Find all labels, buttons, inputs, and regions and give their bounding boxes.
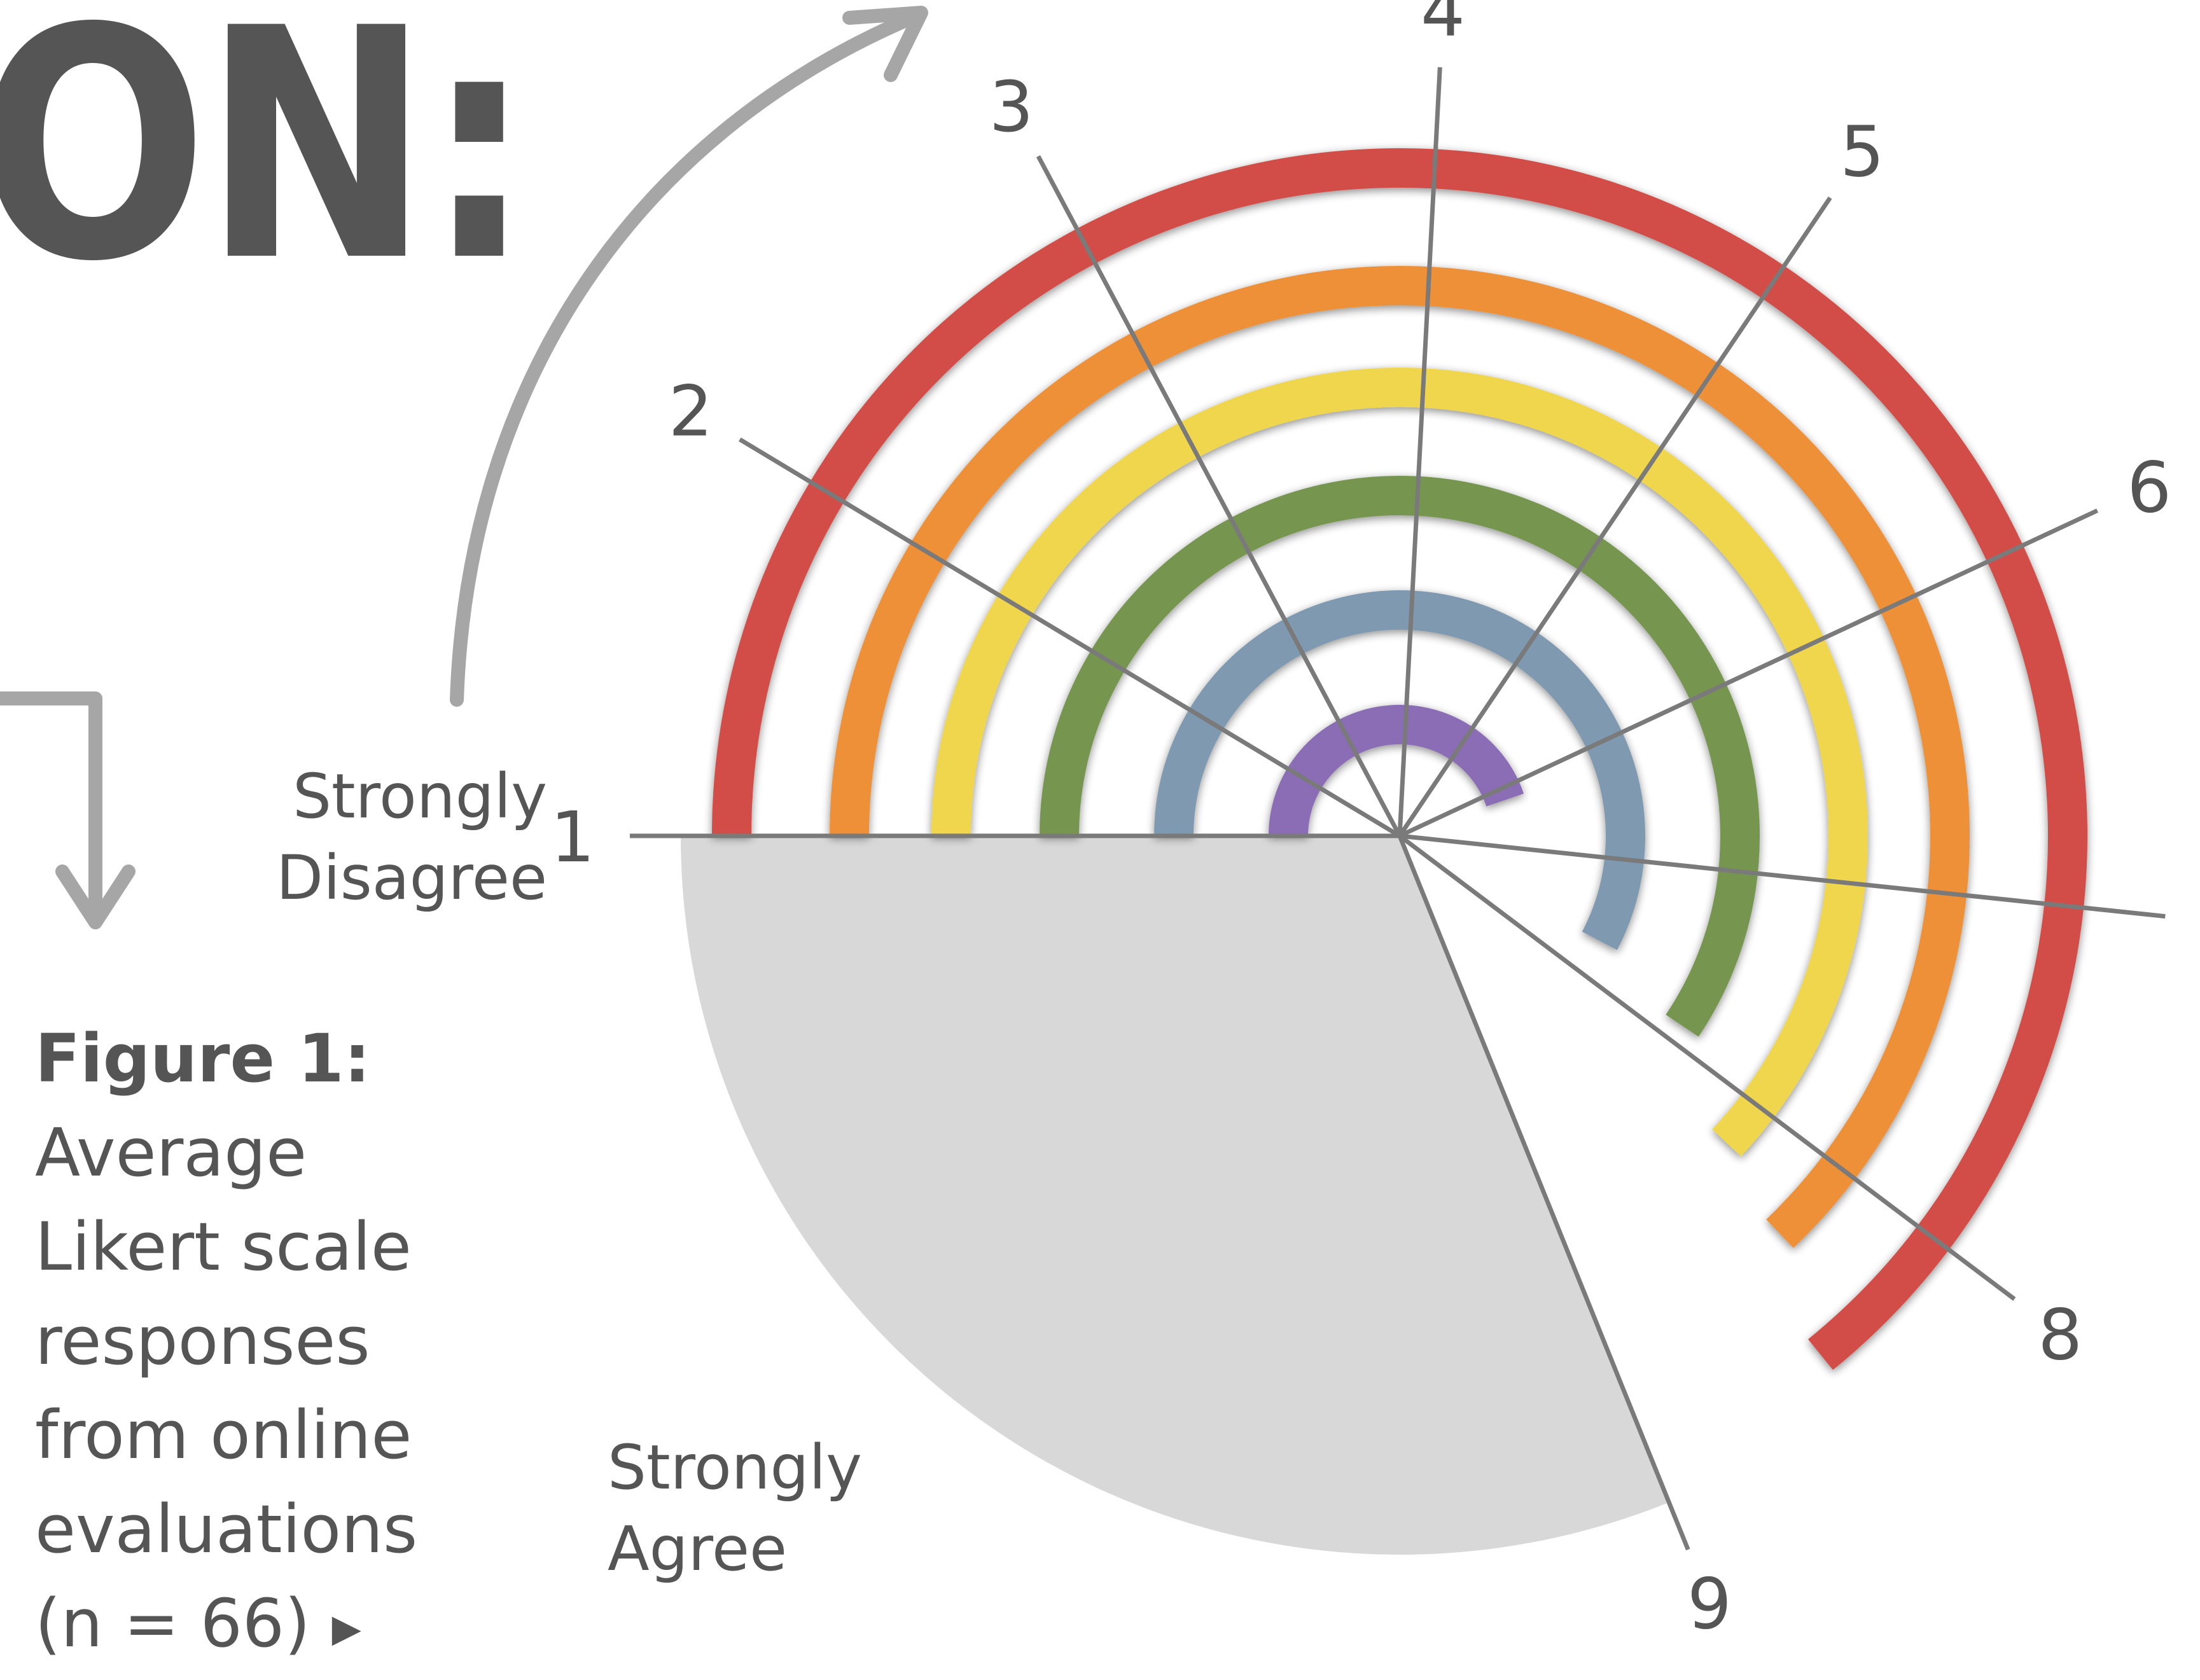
caption-line-with-play: (n = 66) ▶	[35, 1576, 519, 1676]
figure-title: Figure 1:	[35, 1011, 519, 1106]
heading-fragment: ON:	[0, 0, 528, 331]
ring-series-1	[1288, 725, 1505, 836]
scale-label-1: 1	[550, 796, 595, 878]
caption-line: Average	[35, 1106, 519, 1200]
caption-line: evaluations	[35, 1482, 519, 1576]
scale-label-6: 6	[2127, 447, 2171, 529]
caption-line: Likert scale	[35, 1200, 519, 1294]
scale-label-9: 9	[1687, 1563, 1732, 1644]
left-bent-arrow	[0, 698, 129, 922]
scale-label-5: 5	[1840, 111, 1884, 192]
figure-caption: Figure 1: Average Likert scale responses…	[35, 1011, 519, 1676]
scale-label-8: 8	[2038, 1294, 2082, 1375]
scale-label-4: 4	[1421, 0, 1465, 52]
caption-line: from online	[35, 1388, 519, 1482]
scale-label-2: 2	[669, 370, 713, 452]
caption-line: responses	[35, 1294, 519, 1388]
play-icon: ▶	[332, 1606, 361, 1651]
scale-label-3: 3	[989, 66, 1034, 148]
caption-sample-size: (n = 66)	[35, 1585, 310, 1662]
